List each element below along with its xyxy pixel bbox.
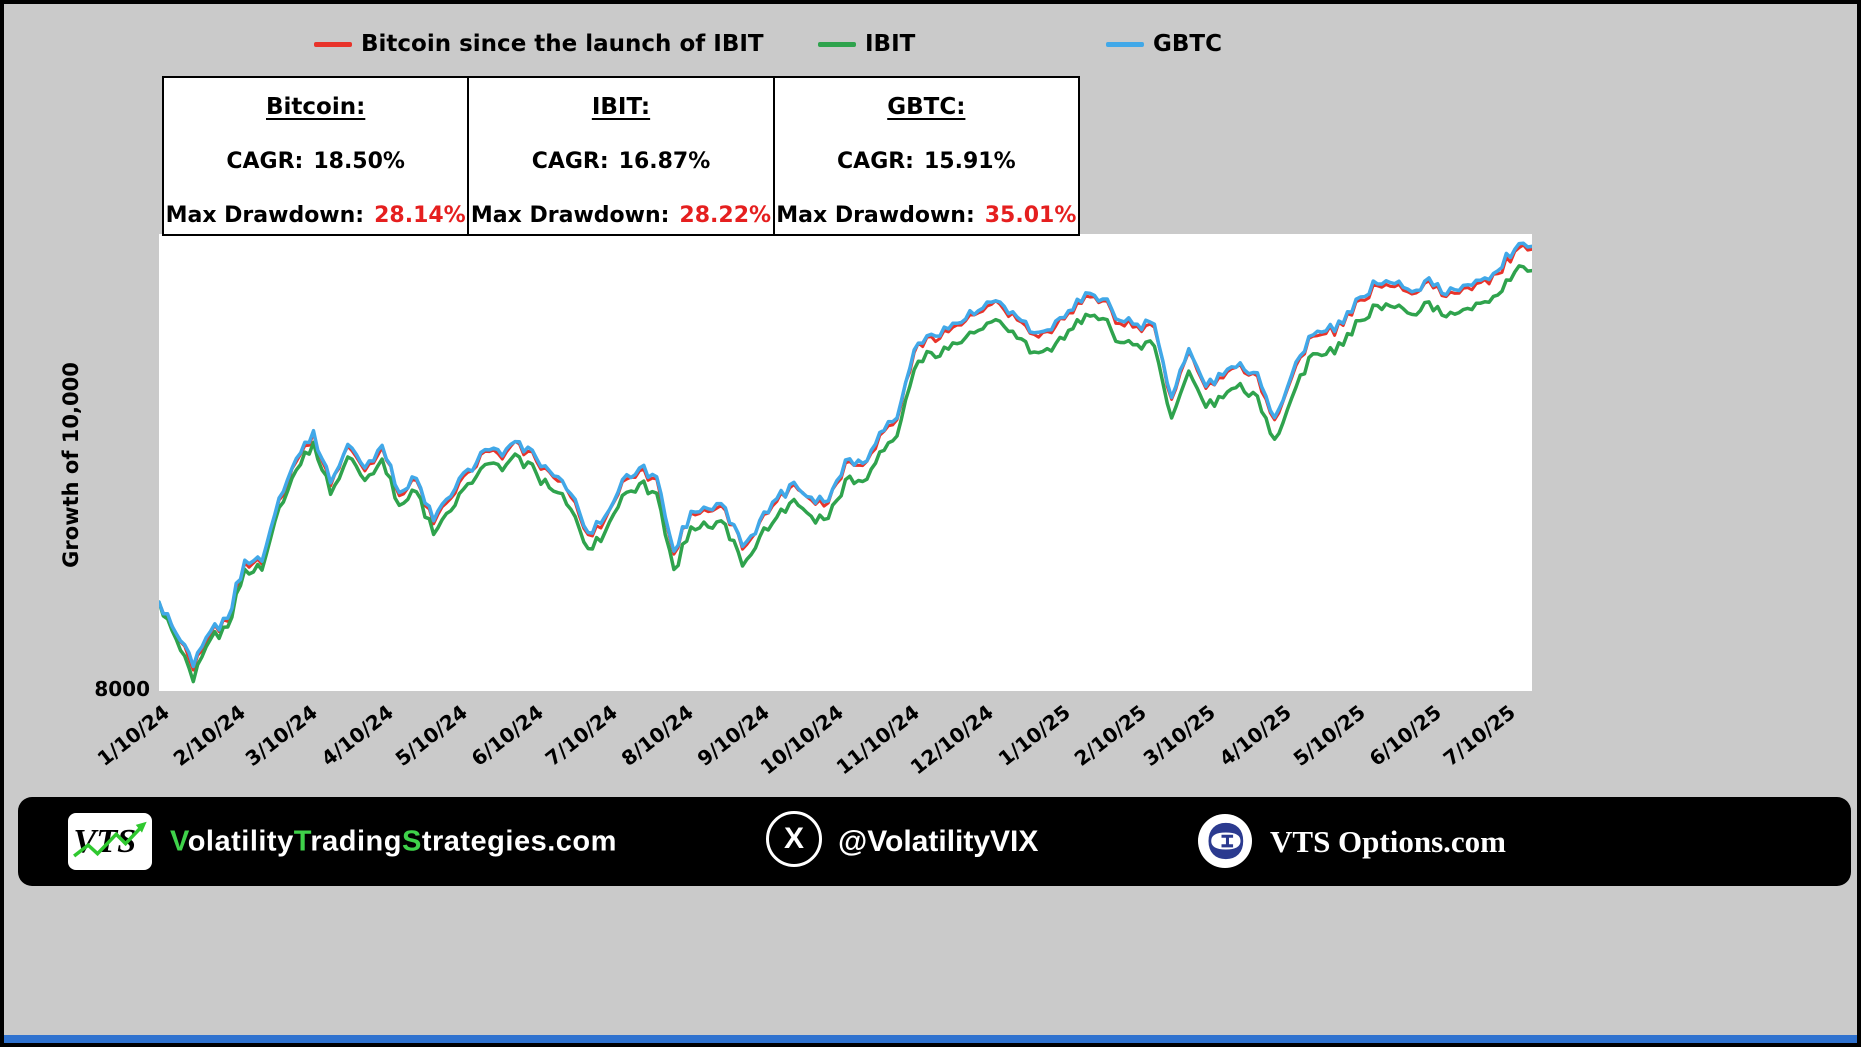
- drawdown-label: Max Drawdown:: [776, 203, 975, 228]
- stats-title-bitcoin: Bitcoin:: [266, 94, 366, 120]
- site-title-part: rading: [310, 825, 402, 857]
- site-title-part: olatility: [187, 825, 294, 857]
- y-axis-tick-8000: 8000: [94, 677, 150, 701]
- theta-icon: Θ: [1198, 814, 1252, 868]
- drawdown-label: Max Drawdown:: [165, 203, 365, 228]
- bitcoin-series-line: [159, 243, 1532, 672]
- cagr-value: 16.87%: [618, 149, 711, 174]
- gbtc-cagr-row: CAGR: 15.91%: [837, 149, 1016, 174]
- cagr-label: CAGR:: [226, 149, 304, 174]
- vts-logo: VTS: [68, 813, 152, 870]
- bottom-blue-strip: [4, 1035, 1857, 1043]
- gbtc-line-swatch: [1106, 41, 1144, 47]
- bitcoin-line-swatch: [314, 41, 352, 47]
- options-site-text: VTS Options.com: [1270, 823, 1506, 859]
- legend-label-bitcoin: Bitcoin since the launch of IBIT: [361, 31, 764, 57]
- site-title-part: V: [170, 825, 188, 857]
- cagr-value: 15.91%: [923, 149, 1016, 174]
- legend-label-ibit: IBIT: [865, 31, 916, 57]
- site-title-part: trategies.com: [421, 825, 617, 857]
- drawdown-value: 35.01%: [984, 203, 1077, 228]
- cagr-value: 18.50%: [313, 149, 405, 174]
- stats-title-ibit: IBIT:: [591, 94, 651, 120]
- site-title-part: T: [293, 825, 311, 857]
- legend-item-gbtc: GBTC: [1106, 28, 1222, 60]
- bitcoin-drawdown-row: Max Drawdown: 28.14%: [166, 203, 466, 228]
- stats-title-gbtc: GBTC:: [887, 94, 966, 120]
- cagr-label: CAGR:: [837, 149, 914, 174]
- twitter-handle: @VolatilityVIX: [838, 824, 1039, 858]
- stats-cell-ibit: IBIT: CAGR: 16.87% Max Drawdown: 28.22%: [467, 78, 772, 234]
- ibit-drawdown-row: Max Drawdown: 28.22%: [471, 203, 771, 228]
- theta-glyph: Θ: [1197, 820, 1252, 862]
- stats-table: Bitcoin: CAGR: 18.50% Max Drawdown: 28.14%…: [162, 76, 1080, 236]
- footer-bar: VTS VolatilityTradingStrategies.com X @V…: [18, 797, 1851, 886]
- x-twitter-icon: X: [766, 811, 822, 867]
- ibit-cagr-row: CAGR: 16.87%: [532, 149, 711, 174]
- gbtc-series-line: [159, 241, 1532, 669]
- ibit-series-line: [159, 264, 1532, 684]
- stats-cell-bitcoin: Bitcoin: CAGR: 18.50% Max Drawdown: 28.14%: [164, 78, 467, 234]
- stats-cell-gbtc: GBTC: CAGR: 15.91% Max Drawdown: 35.01%: [772, 78, 1078, 234]
- site-title-part: S: [401, 825, 422, 857]
- vts-logo-graphic: VTS: [73, 821, 147, 860]
- y-axis-title: Growth of 10,000: [59, 362, 83, 568]
- drawdown-label: Max Drawdown:: [470, 203, 670, 228]
- chart-canvas: [159, 241, 1532, 684]
- legend-label-gbtc: GBTC: [1153, 31, 1222, 57]
- cagr-label: CAGR:: [531, 149, 609, 174]
- bitcoin-cagr-row: CAGR: 18.50%: [226, 149, 405, 174]
- drawdown-value: 28.14%: [374, 203, 466, 228]
- legend-item-bitcoin: Bitcoin since the launch of IBIT: [314, 28, 764, 60]
- drawdown-value: 28.22%: [679, 203, 772, 228]
- ibit-line-swatch: [818, 41, 856, 47]
- gbtc-drawdown-row: Max Drawdown: 35.01%: [776, 203, 1076, 228]
- site-title: VolatilityTradingStrategies.com: [170, 825, 617, 858]
- x-glyph: X: [783, 822, 804, 855]
- plot-area: [159, 234, 1532, 691]
- legend-item-ibit: IBIT: [818, 28, 915, 60]
